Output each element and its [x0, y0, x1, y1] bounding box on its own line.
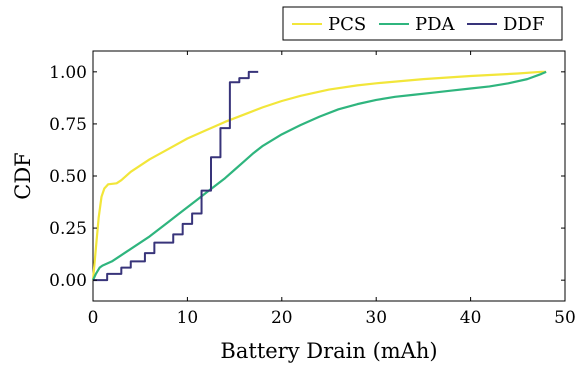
x-tick-label: 20 [271, 308, 293, 328]
tick-layer: 0 10 20 30 40 50 0.00 0.25 0.50 0.75 1.00 [49, 51, 576, 328]
x-tick-label: 40 [460, 308, 482, 328]
y-tick-label: 1.00 [49, 63, 87, 83]
y-tick-label: 0.50 [49, 167, 87, 187]
y-axis-title: CDF [11, 152, 35, 199]
series-layer [91, 70, 547, 282]
legend-label-ddf: DDF [503, 14, 544, 35]
y-tick-label: 0.00 [49, 271, 87, 291]
x-axis-title: Battery Drain (mAh) [220, 339, 437, 363]
x-tick-label: 30 [365, 308, 387, 328]
x-tick-label: 50 [554, 308, 576, 328]
legend: PCS PDA DDF [282, 6, 563, 41]
x-tick-label: 0 [88, 308, 99, 328]
legend-box [282, 6, 563, 41]
y-tick-label: 0.25 [49, 219, 87, 239]
legend-label-pcs: PCS [328, 14, 366, 35]
legend-label-pda: PDA [415, 14, 456, 35]
y-tick-label: 0.75 [49, 115, 87, 135]
x-tick-label: 10 [177, 308, 199, 328]
series-line-ddf [93, 70, 259, 282]
series-line-pda [91, 70, 547, 281]
series-line-pcs [91, 70, 547, 281]
